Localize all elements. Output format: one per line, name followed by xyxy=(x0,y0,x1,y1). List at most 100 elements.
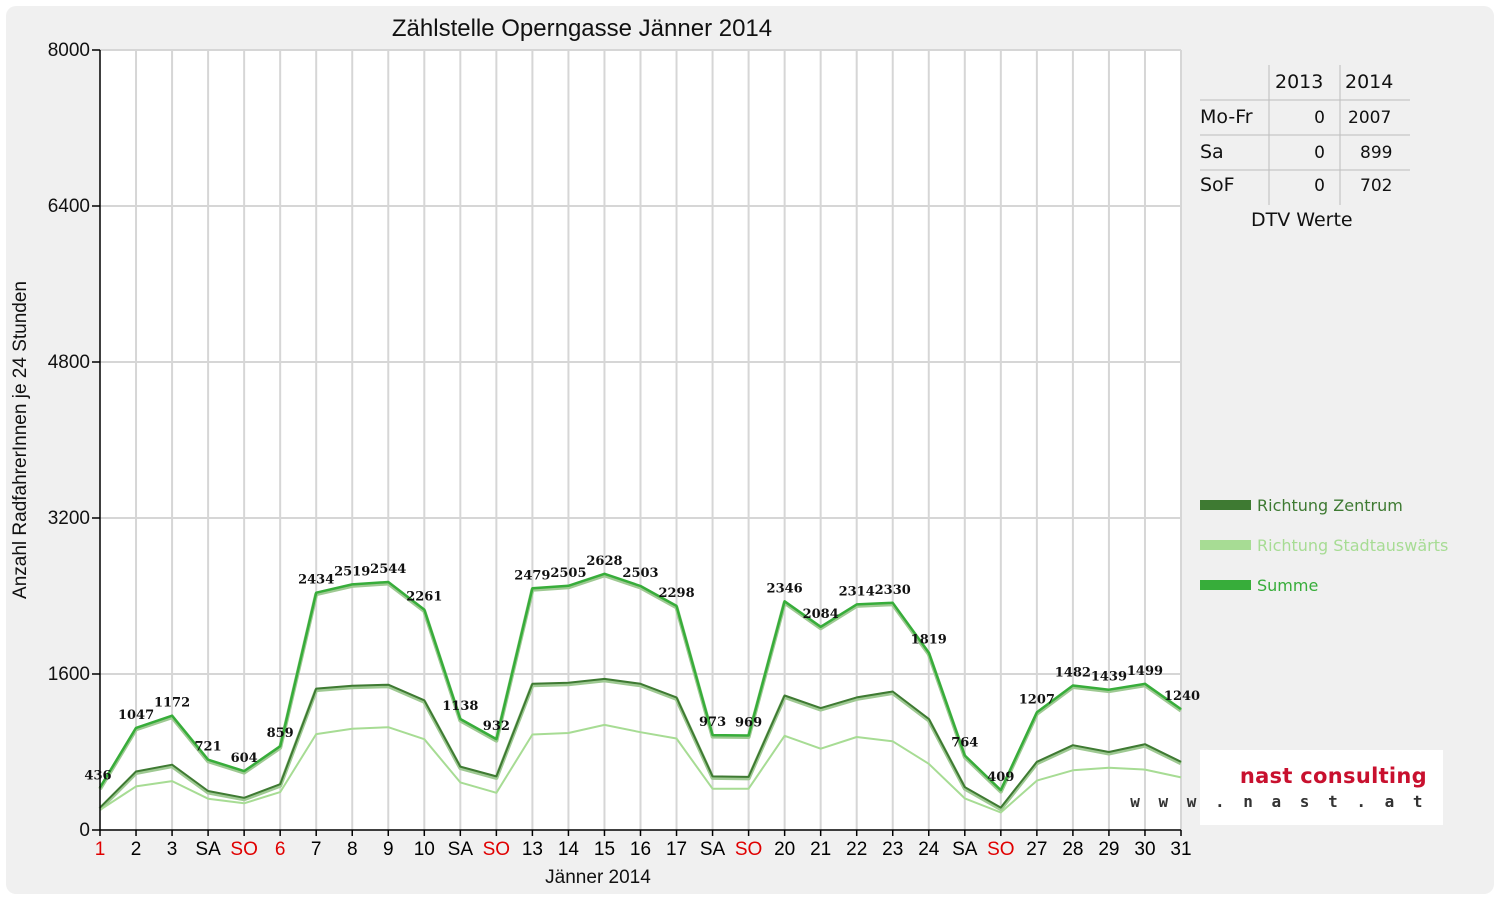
data-label: 932 xyxy=(483,719,510,734)
legend-item: Richtung Zentrum xyxy=(1200,493,1403,517)
data-label: 409 xyxy=(987,770,1014,785)
data-label: 2346 xyxy=(767,581,803,596)
series-line xyxy=(99,677,1182,809)
series-line xyxy=(99,723,1182,814)
legend-item: Richtung Stadtauswärts xyxy=(1200,533,1448,557)
data-label: 2434 xyxy=(298,573,334,588)
data-label: 721 xyxy=(195,740,222,755)
logo-name: nast consulting xyxy=(1239,764,1427,788)
x-tick-label: 13 xyxy=(522,839,543,860)
y-tick-label: 0 xyxy=(79,820,90,841)
dtv-row-label: Sa xyxy=(1200,141,1224,163)
legend-swatch xyxy=(1200,500,1251,510)
y-tick-label: 1600 xyxy=(48,664,90,685)
x-tick-label: 17 xyxy=(666,839,687,860)
x-tick-label: 21 xyxy=(810,839,831,860)
series-line xyxy=(98,572,1182,792)
dtv-row-label: Mo-Fr xyxy=(1200,106,1253,128)
axes xyxy=(92,49,1182,836)
data-label: 1439 xyxy=(1091,670,1127,685)
x-tick-label: 31 xyxy=(1170,839,1191,860)
data-label: 2314 xyxy=(839,584,875,599)
data-label: 973 xyxy=(699,715,726,730)
data-label: 2519 xyxy=(334,564,370,579)
dtv-header-2013: 2013 xyxy=(1275,71,1324,93)
dtv-caption: DTV Werte xyxy=(1251,209,1353,231)
data-label: 604 xyxy=(231,751,258,766)
dtv-cell-2014: 2007 xyxy=(1348,108,1392,128)
legend-label: Richtung Zentrum xyxy=(1257,495,1403,515)
data-label: 2505 xyxy=(550,566,586,581)
x-tick-label: 14 xyxy=(558,839,580,860)
data-label: 1138 xyxy=(442,699,478,714)
data-label: 2503 xyxy=(622,566,658,581)
dtv-cell-2013: 0 xyxy=(1314,108,1325,128)
dtv-cell-2013: 0 xyxy=(1314,176,1325,196)
dtv-cell-2014: 702 xyxy=(1360,176,1393,196)
data-label: 1172 xyxy=(154,696,190,711)
x-tick-label: 28 xyxy=(1062,839,1083,860)
x-tick-label: 27 xyxy=(1026,839,1047,860)
chart-title: Zählstelle Operngasse Jänner 2014 xyxy=(392,15,772,42)
data-label: 2084 xyxy=(803,607,839,622)
y-axis-label: Anzahl RadfahrerInnen je 24 Stunden xyxy=(10,281,31,599)
x-tick-label: 24 xyxy=(918,839,940,860)
series-line-shadow xyxy=(98,678,1182,812)
x-tick-label: 22 xyxy=(846,839,867,860)
x-tick-label: 6 xyxy=(275,839,286,860)
y-tick-label: 8000 xyxy=(48,40,90,61)
dtv-cell-2014: 899 xyxy=(1360,143,1393,163)
legend-swatch xyxy=(1200,580,1251,590)
x-tick-label: 10 xyxy=(414,839,435,860)
logo-url: w w w . n a s t . a t xyxy=(1130,792,1427,811)
x-tick-label: 7 xyxy=(311,839,322,860)
data-label: 2628 xyxy=(586,554,622,569)
data-label: 436 xyxy=(84,768,111,783)
x-tick-label: 2 xyxy=(131,839,142,860)
company-logo: nast consulting w w w . n a s t . a t xyxy=(1130,750,1443,825)
data-label: 969 xyxy=(735,716,762,731)
data-label: 1499 xyxy=(1127,664,1163,679)
x-tick-label: SO xyxy=(483,839,510,860)
data-label: 1047 xyxy=(118,708,154,723)
legend-swatch xyxy=(1200,540,1251,550)
x-tick-label: 9 xyxy=(383,839,394,860)
data-label: 2261 xyxy=(406,590,442,605)
dtv-row-label: SoF xyxy=(1200,174,1235,196)
x-tick-label: 8 xyxy=(347,839,358,860)
x-tick-label: SA xyxy=(448,839,474,860)
data-label: 1482 xyxy=(1055,666,1091,681)
y-tick-label: 6400 xyxy=(48,196,90,217)
data-label: 1207 xyxy=(1019,692,1055,707)
x-tick-label: 16 xyxy=(630,839,651,860)
x-tick-label: 23 xyxy=(882,839,903,860)
data-label: 2330 xyxy=(875,583,911,598)
x-tick-label: SA xyxy=(195,839,221,860)
x-tick-label: 15 xyxy=(594,839,615,860)
series-lines xyxy=(98,572,1183,814)
y-tick-label: 4800 xyxy=(48,352,90,373)
x-tick-label: SA xyxy=(700,839,726,860)
legend-label: Summe xyxy=(1257,575,1319,595)
legend-label: Richtung Stadtauswärts xyxy=(1257,535,1449,555)
data-label: 2479 xyxy=(514,568,550,583)
legend-item: Summe xyxy=(1200,573,1318,597)
dtv-header-2014: 2014 xyxy=(1345,71,1394,93)
data-label: 2298 xyxy=(658,586,694,601)
dtv-cell-2013: 0 xyxy=(1314,143,1325,163)
grid-lines xyxy=(100,49,1182,830)
data-label: 764 xyxy=(951,736,978,751)
dtv-table-lines xyxy=(1200,65,1410,205)
x-tick-label: SO xyxy=(735,839,762,860)
x-tick-label: 3 xyxy=(167,839,178,860)
data-label: 2544 xyxy=(370,562,406,577)
x-tick-label: SO xyxy=(987,839,1014,860)
data-label: 1819 xyxy=(911,633,947,648)
x-axis-label: Jänner 2014 xyxy=(545,867,651,888)
y-tick-label: 3200 xyxy=(48,508,90,529)
x-tick-label: 1 xyxy=(95,839,106,860)
x-tick-label: 29 xyxy=(1098,839,1119,860)
